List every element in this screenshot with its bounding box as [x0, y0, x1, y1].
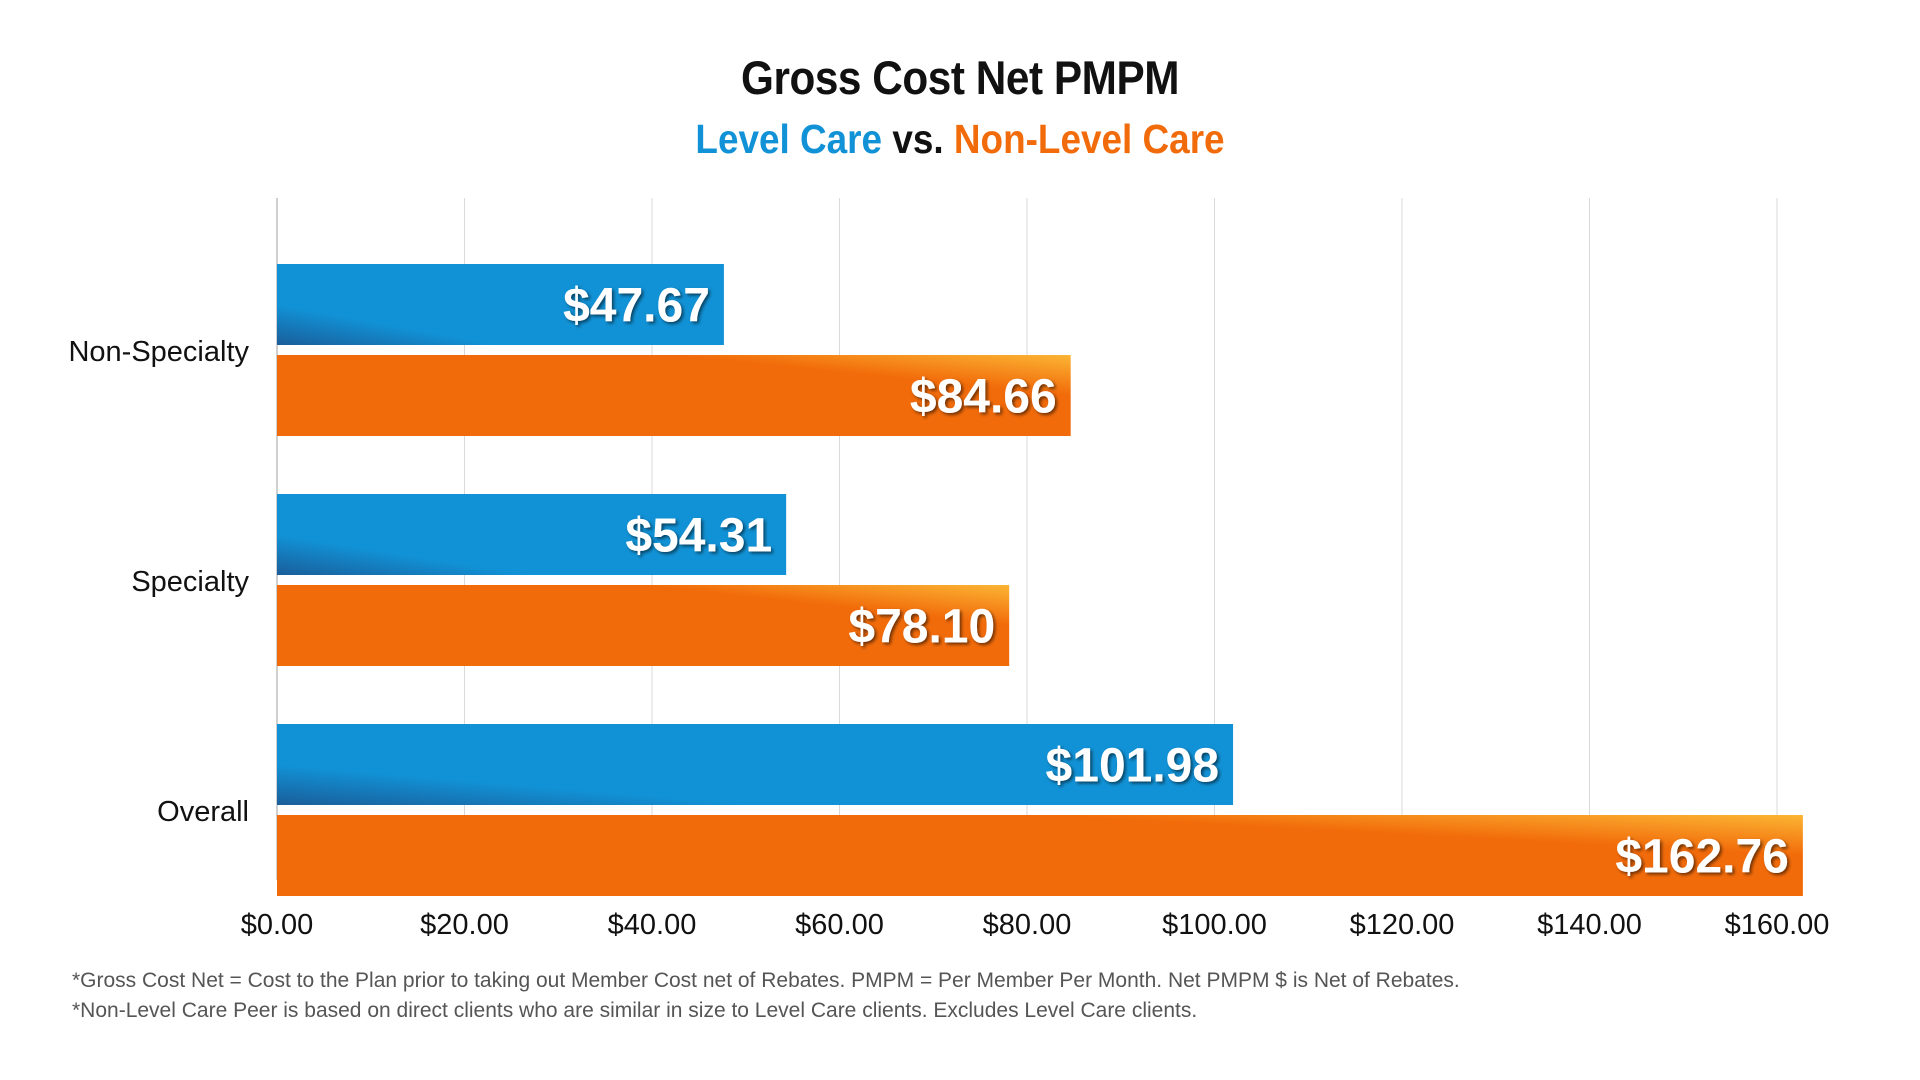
x-tick-label: $60.00	[795, 909, 884, 941]
bar-non-level-care-overall	[277, 815, 1803, 896]
bars	[277, 264, 1803, 896]
x-tick-label: $80.00	[983, 909, 1072, 941]
bar-chart: $0.00 $20.00 $40.00 $60.00 $80.00 $100.00 $120…	[68, 198, 1829, 942]
category-label-specialty: Specialty	[131, 566, 249, 598]
category-label-non-specialty: Non-Specialty	[68, 336, 249, 368]
x-tick-label: $20.00	[420, 909, 509, 941]
chart-title: Gross Cost Net PMPM	[740, 51, 1180, 104]
data-label-non-level-care-overall: $162.76	[1615, 831, 1789, 884]
footnote-2: *Non-Level Care Peer is based on direct …	[72, 999, 1198, 1022]
bar-level-care-specialty	[277, 494, 787, 575]
chart-subtitle: Level Care vs. Non-Level Care	[96, 116, 1824, 163]
x-tick-label: $160.00	[1725, 909, 1830, 941]
x-tick-label: $100.00	[1162, 909, 1267, 941]
data-label-level-care-non-specialty: $47.67	[563, 280, 710, 333]
x-tick-label: $140.00	[1537, 909, 1642, 941]
footnotes: *Gross Cost Net = Cost to the Plan prior…	[72, 966, 1460, 1026]
bar-level-care-non-specialty	[277, 264, 724, 345]
subtitle-non-level-care: Non-Level Care	[953, 116, 1225, 162]
x-tick-label: $0.00	[241, 909, 314, 941]
footnote-1: *Gross Cost Net = Cost to the Plan prior…	[72, 969, 1460, 992]
category-label-overall: Overall	[157, 796, 249, 828]
data-label-level-care-overall: $101.98	[1046, 740, 1220, 793]
labels: $0.00 $20.00 $40.00 $60.00 $80.00 $100.00 $120…	[68, 280, 1829, 942]
data-label-level-care-specialty: $54.31	[625, 510, 772, 563]
data-label-non-level-care-specialty: $78.10	[848, 601, 995, 654]
x-tick-label: $40.00	[608, 909, 697, 941]
subtitle-vs: vs.	[892, 116, 944, 162]
x-tick-label: $120.00	[1350, 909, 1455, 941]
subtitle-level-care: Level Care	[695, 116, 883, 162]
bar-level-care-overall	[277, 724, 1234, 805]
bar-non-level-care-non-specialty	[277, 355, 1071, 436]
bar-non-level-care-specialty	[277, 585, 1010, 666]
data-label-non-level-care-non-specialty: $84.66	[910, 371, 1057, 424]
